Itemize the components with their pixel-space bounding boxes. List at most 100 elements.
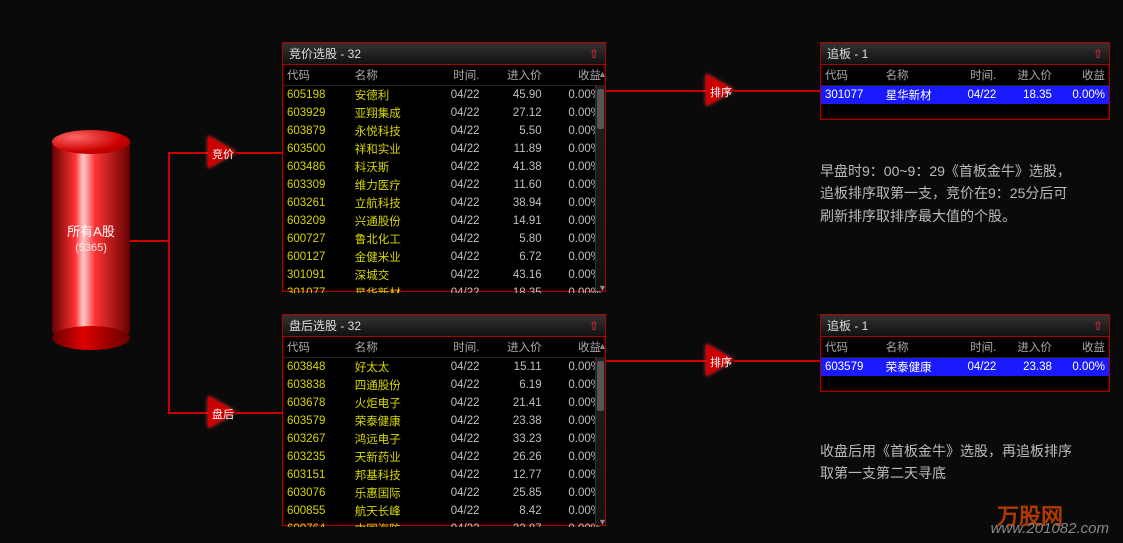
cell: 0.00% xyxy=(1056,86,1109,105)
col-header: 时间. xyxy=(430,65,484,86)
col-header: 代码 xyxy=(283,337,351,358)
table-row[interactable]: 603235天新药业04/2226.260.00% xyxy=(283,448,605,466)
table-row[interactable]: 600727鲁北化工04/225.800.00% xyxy=(283,230,605,248)
cell: 兴通股份 xyxy=(351,212,430,230)
table-row[interactable]: 603848好太太04/2215.110.00% xyxy=(283,358,605,377)
scroll-up-icon[interactable]: ▲ xyxy=(598,341,605,351)
connector xyxy=(236,412,282,414)
cell: 中国海防 xyxy=(351,520,430,527)
cell: 永悦科技 xyxy=(351,122,430,140)
table-row[interactable]: 301091深城交04/2243.160.00% xyxy=(283,266,605,284)
col-header: 代码 xyxy=(283,65,351,86)
cell: 301091 xyxy=(283,266,351,284)
cell: 21.41 xyxy=(483,394,545,412)
watermark-url: www.201082.com xyxy=(991,520,1109,537)
table-row[interactable]: 603076乐惠国际04/2225.850.00% xyxy=(283,484,605,502)
cell: 04/22 xyxy=(430,212,484,230)
branch-node-bottom[interactable]: 盘后 xyxy=(208,396,236,428)
table-row[interactable]: 603500祥和实业04/2211.890.00% xyxy=(283,140,605,158)
panel-top-select: 竞价选股 - 32 ⇧ 代码名称时间.进入价收益605198安德利04/2245… xyxy=(282,42,606,292)
cell: 维力医疗 xyxy=(351,176,430,194)
table-row[interactable]: 603929亚翔集成04/2227.120.00% xyxy=(283,104,605,122)
table-row[interactable]: 600127金健米业04/226.720.00% xyxy=(283,248,605,266)
scrollbar[interactable]: ▲ ▼ xyxy=(595,357,605,525)
cell: 04/22 xyxy=(430,194,484,212)
table-row[interactable]: 603678火炬电子04/2221.410.00% xyxy=(283,394,605,412)
cell: 26.26 xyxy=(483,448,545,466)
cell: 04/22 xyxy=(430,358,484,377)
cell: 301077 xyxy=(283,284,351,293)
cell: 04/22 xyxy=(430,502,484,520)
cell: 好太太 xyxy=(351,358,430,377)
table-row[interactable]: 603486科沃斯04/2241.380.00% xyxy=(283,158,605,176)
col-header: 进入价 xyxy=(1000,337,1056,358)
panel-title: 追板 - 1 ⇧ xyxy=(821,43,1109,65)
panel-title-text: 追板 - 1 xyxy=(827,317,868,334)
cell: 荣泰健康 xyxy=(351,412,430,430)
up-arrow-icon[interactable]: ⇧ xyxy=(589,319,599,333)
triangle-icon xyxy=(706,74,734,106)
scrollbar-thumb[interactable] xyxy=(597,89,604,129)
col-header: 名称 xyxy=(351,65,430,86)
up-arrow-icon[interactable]: ⇧ xyxy=(1093,319,1103,333)
source-title: 所有A股 xyxy=(67,224,115,241)
cell: 603879 xyxy=(283,122,351,140)
cell: 火炬电子 xyxy=(351,394,430,412)
connector xyxy=(168,412,208,414)
cell: 祥和实业 xyxy=(351,140,430,158)
cell: 603267 xyxy=(283,430,351,448)
panel-title: 盘后选股 - 32 ⇧ xyxy=(283,315,605,337)
table-row[interactable]: 603209兴通股份04/2214.910.00% xyxy=(283,212,605,230)
table-row[interactable]: 603151邦基科技04/2212.770.00% xyxy=(283,466,605,484)
scroll-up-icon[interactable]: ▲ xyxy=(598,69,605,79)
panel-bottom-select: 盘后选股 - 32 ⇧ 代码名称时间.进入价收益603848好太太04/2215… xyxy=(282,314,606,526)
table-row[interactable]: 603267鸿远电子04/2233.230.00% xyxy=(283,430,605,448)
sort-node-bottom[interactable]: 排序 xyxy=(706,344,734,376)
table-row[interactable]: 603879永悦科技04/225.500.00% xyxy=(283,122,605,140)
table-row[interactable]: 603309维力医疗04/2211.600.00% xyxy=(283,176,605,194)
cell: 23.38 xyxy=(483,412,545,430)
table-row[interactable]: 600764中国海防04/2222.870.00% xyxy=(283,520,605,527)
cell: 鸿远电子 xyxy=(351,430,430,448)
table-row[interactable]: 605198安德利04/2245.900.00% xyxy=(283,86,605,105)
cell: 8.42 xyxy=(483,502,545,520)
connector xyxy=(734,90,820,92)
col-header: 代码 xyxy=(821,337,882,358)
cell: 600855 xyxy=(283,502,351,520)
connector xyxy=(168,152,208,154)
note-top: 早盘时9：00~9：29《首板金牛》选股，追板排序取第一支，竞价在9：25分后可… xyxy=(820,160,1080,227)
source-cylinder: 所有A股 (5365) xyxy=(52,130,130,350)
scroll-down-icon[interactable]: ▼ xyxy=(598,283,605,293)
up-arrow-icon[interactable]: ⇧ xyxy=(589,47,599,61)
scroll-down-icon[interactable]: ▼ xyxy=(598,517,605,527)
table-row[interactable]: 301077星华新材04/2218.350.00% xyxy=(283,284,605,293)
branch-node-top[interactable]: 竞价 xyxy=(208,136,236,168)
scrollbar-thumb[interactable] xyxy=(597,361,604,411)
table-row[interactable]: 603579荣泰健康04/2223.380.00% xyxy=(283,412,605,430)
table-row[interactable]: 603838四通股份04/226.190.00% xyxy=(283,376,605,394)
table-row[interactable]: 603261立航科技04/2238.940.00% xyxy=(283,194,605,212)
connector xyxy=(168,152,170,414)
table-row[interactable]: 600855航天长峰04/228.420.00% xyxy=(283,502,605,520)
cell: 43.16 xyxy=(483,266,545,284)
cell: 04/22 xyxy=(430,412,484,430)
scrollbar[interactable]: ▲ ▼ xyxy=(595,85,605,291)
cell: 6.72 xyxy=(483,248,545,266)
table-row[interactable]: 301077星华新材04/2218.350.00% xyxy=(821,86,1109,105)
cell: 603076 xyxy=(283,484,351,502)
up-arrow-icon[interactable]: ⇧ xyxy=(1093,47,1103,61)
cylinder-top xyxy=(52,130,130,154)
cell: 04/22 xyxy=(430,158,484,176)
col-header: 名称 xyxy=(351,337,430,358)
cell: 深城交 xyxy=(351,266,430,284)
sort-node-top[interactable]: 排序 xyxy=(706,74,734,106)
cell: 04/22 xyxy=(430,394,484,412)
cell: 6.19 xyxy=(483,376,545,394)
panel-bottom-track: 追板 - 1 ⇧ 代码名称时间.进入价收益603579荣泰健康04/2223.3… xyxy=(820,314,1110,392)
triangle-icon xyxy=(208,136,236,168)
cell: 04/22 xyxy=(430,140,484,158)
table-row[interactable]: 603579荣泰健康04/2223.380.00% xyxy=(821,358,1109,377)
cell: 5.80 xyxy=(483,230,545,248)
cell: 600127 xyxy=(283,248,351,266)
col-header: 收益 xyxy=(546,65,605,86)
